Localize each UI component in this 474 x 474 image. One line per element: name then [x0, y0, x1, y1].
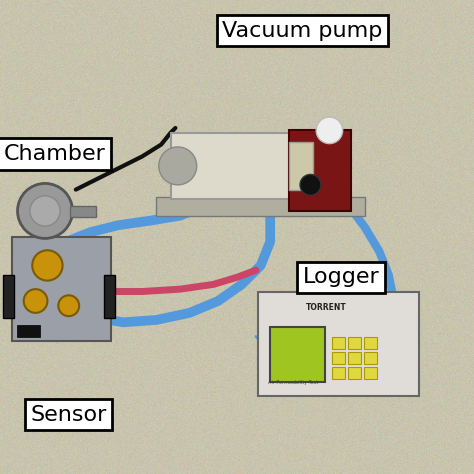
- Bar: [104, 275, 115, 318]
- Text: Air Permeability Test: Air Permeability Test: [268, 380, 318, 385]
- Bar: [332, 352, 345, 364]
- Bar: [12, 237, 111, 341]
- Text: Chamber: Chamber: [4, 144, 105, 164]
- Text: Sensor: Sensor: [30, 405, 107, 425]
- Circle shape: [30, 196, 60, 226]
- Circle shape: [159, 147, 197, 185]
- Text: Vacuum pump: Vacuum pump: [222, 21, 383, 41]
- Bar: [270, 327, 325, 382]
- Bar: [289, 130, 351, 211]
- Bar: [258, 292, 419, 396]
- Bar: [364, 367, 377, 379]
- Circle shape: [300, 174, 321, 195]
- Text: TORRENT: TORRENT: [306, 303, 346, 312]
- Bar: [332, 337, 345, 349]
- Bar: [171, 133, 294, 199]
- Bar: [70, 206, 96, 217]
- Bar: [289, 142, 313, 190]
- Bar: [348, 367, 361, 379]
- Bar: [156, 197, 365, 216]
- Circle shape: [24, 289, 47, 313]
- Circle shape: [18, 183, 73, 238]
- Text: Logger: Logger: [303, 267, 380, 287]
- Bar: [364, 352, 377, 364]
- Circle shape: [316, 117, 343, 144]
- Bar: [348, 352, 361, 364]
- Circle shape: [58, 295, 79, 316]
- Bar: [17, 325, 40, 337]
- Circle shape: [32, 250, 63, 281]
- Bar: [348, 337, 361, 349]
- Bar: [3, 275, 14, 318]
- Bar: [364, 337, 377, 349]
- Bar: [332, 367, 345, 379]
